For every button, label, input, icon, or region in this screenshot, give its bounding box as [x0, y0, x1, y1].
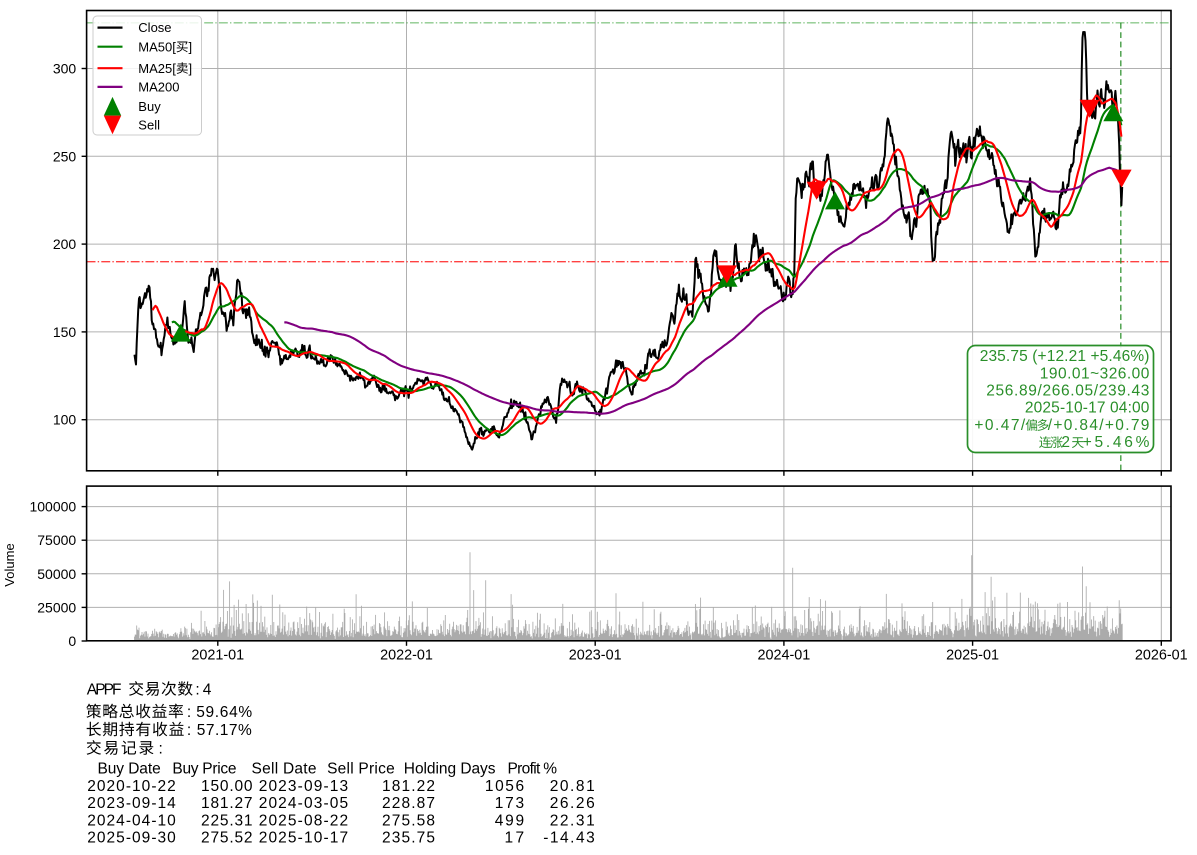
svg-text:25000: 25000	[37, 599, 76, 615]
svg-text:2025-09-30: 2025-09-30	[87, 830, 176, 847]
svg-text:2023-09-13: 2023-09-13	[259, 778, 348, 795]
svg-text:Buy Price: Buy Price	[172, 761, 236, 778]
svg-text:]: ]	[189, 61, 193, 76]
svg-text:Profit %: Profit %	[508, 761, 558, 778]
svg-text:275.58: 275.58	[382, 812, 435, 829]
svg-text:MA50[: MA50[	[138, 39, 176, 54]
svg-text::: :	[187, 722, 191, 739]
svg-text:MA200: MA200	[138, 80, 179, 95]
svg-text:250: 250	[53, 148, 77, 164]
svg-text:Buy: Buy	[138, 99, 161, 114]
svg-text:235.75 (+12.21 +5.46%): 235.75 (+12.21 +5.46%)	[980, 348, 1150, 365]
svg-text:100: 100	[53, 412, 77, 428]
svg-text:181.22: 181.22	[382, 778, 435, 795]
svg-text:75000: 75000	[37, 532, 76, 548]
svg-text:Holding Days: Holding Days	[404, 761, 496, 778]
svg-text:2023-09-14: 2023-09-14	[87, 795, 176, 812]
svg-text:181.27: 181.27	[201, 795, 253, 812]
svg-text:100000: 100000	[29, 499, 76, 515]
svg-text:150.00: 150.00	[201, 778, 253, 795]
svg-text:20.81: 20.81	[550, 778, 595, 795]
svg-text:2025-08-22: 2025-08-22	[259, 812, 348, 829]
svg-text::: :	[159, 741, 163, 758]
svg-text:MA25[: MA25[	[138, 61, 176, 76]
svg-text:Volume: Volume	[2, 543, 17, 586]
svg-text:Sell: Sell	[138, 118, 160, 133]
svg-text:2: 2	[1061, 434, 1070, 451]
svg-text:]: ]	[189, 39, 193, 54]
svg-text:225.31: 225.31	[201, 812, 253, 829]
svg-text:2024-01: 2024-01	[757, 647, 810, 663]
svg-text:228.87: 228.87	[382, 795, 435, 812]
svg-text:190.01~326.00: 190.01~326.00	[1040, 365, 1150, 382]
svg-text:235.75: 235.75	[382, 830, 435, 847]
svg-text:Buy Date: Buy Date	[98, 761, 161, 778]
svg-text:Sell Price: Sell Price	[327, 761, 395, 778]
svg-text:Close: Close	[138, 20, 171, 35]
svg-text:0: 0	[68, 633, 76, 649]
svg-text:300: 300	[53, 61, 77, 77]
svg-text:173: 173	[495, 795, 524, 812]
svg-text:499: 499	[495, 812, 524, 829]
svg-text:4: 4	[203, 682, 212, 699]
svg-text:2021-01: 2021-01	[191, 647, 244, 663]
svg-text:2024-04-10: 2024-04-10	[87, 812, 176, 829]
svg-text:2026-01: 2026-01	[1135, 647, 1188, 663]
svg-text:2023-01: 2023-01	[569, 647, 622, 663]
svg-text:57.17%: 57.17%	[197, 722, 252, 739]
svg-text:200: 200	[53, 236, 77, 252]
svg-text:275.52: 275.52	[201, 830, 253, 847]
svg-text:APPF: APPF	[87, 682, 122, 699]
svg-text:+0.47/: +0.47/	[974, 417, 1025, 434]
svg-text:2020-10-22: 2020-10-22	[87, 778, 176, 795]
svg-text:2024-03-05: 2024-03-05	[259, 795, 348, 812]
svg-text:/+0.84/+0.79: /+0.84/+0.79	[1048, 417, 1150, 434]
svg-text:150: 150	[53, 324, 77, 340]
svg-text::: :	[187, 704, 191, 721]
svg-text:Sell Date: Sell Date	[252, 761, 317, 778]
svg-text:26.26: 26.26	[550, 795, 595, 812]
svg-text:50000: 50000	[37, 566, 76, 582]
svg-text:59.64%: 59.64%	[196, 704, 252, 721]
svg-text:22.31: 22.31	[550, 812, 595, 829]
svg-text:2025-01: 2025-01	[946, 647, 999, 663]
svg-text:2025-10-17: 2025-10-17	[259, 830, 348, 847]
svg-text:1056: 1056	[485, 778, 524, 795]
svg-text::: :	[195, 682, 199, 699]
svg-text:2022-01: 2022-01	[380, 647, 433, 663]
svg-text:256.89/266.05/239.43: 256.89/266.05/239.43	[986, 383, 1149, 400]
svg-text:2025-10-17 04:00: 2025-10-17 04:00	[1025, 400, 1150, 417]
